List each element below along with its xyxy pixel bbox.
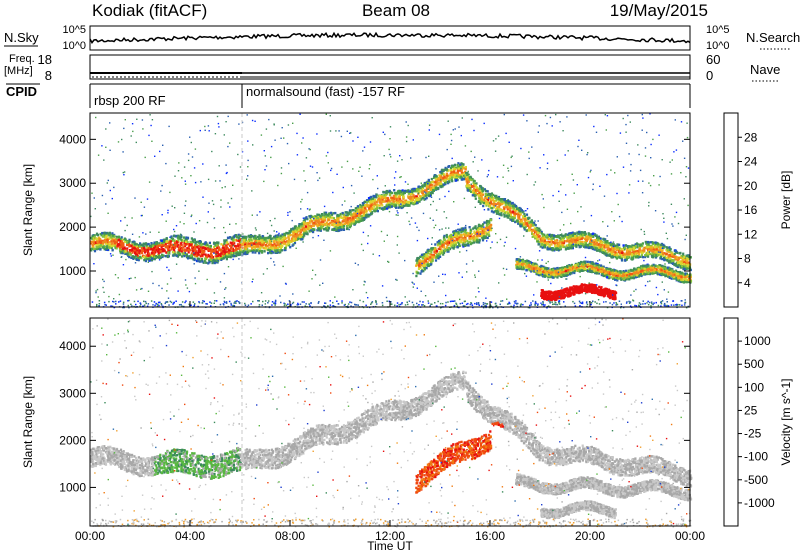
power-ytick-label: 4000 xyxy=(59,132,86,146)
noise-tick-high-right: 10^5 xyxy=(706,24,730,36)
power-ytick-label: 3000 xyxy=(59,176,86,190)
power-colorbar-frame xyxy=(723,112,739,308)
velocity-colorbar-tick: -100 xyxy=(744,450,768,464)
power-heatmap xyxy=(90,113,693,309)
power-colorbar-label: Power [dB] xyxy=(779,171,793,230)
xtick-label: 16:00 xyxy=(475,529,505,543)
xtick-label: 12:00 xyxy=(375,529,405,543)
noise-tick-low-right: 10^0 xyxy=(706,40,730,52)
noise-tick-low-left: 10^0 xyxy=(62,40,86,52)
velocity-colorbar-tick: -1000 xyxy=(744,496,775,510)
velocity-ylabel: Slant Range [km] xyxy=(21,376,35,468)
xtick-label: 20:00 xyxy=(575,529,605,543)
power-colorbar-tick: 4 xyxy=(744,276,751,290)
nsearch-label: N.Search xyxy=(746,30,800,45)
cpid-mode-1: rbsp 200 RF xyxy=(94,93,166,108)
noise-tick-high-left: 10^5 xyxy=(62,24,86,36)
power-colorbar-tick: 28 xyxy=(744,130,758,144)
xtick-label: 00:00 xyxy=(675,529,705,543)
velocity-ytick-label: 2000 xyxy=(59,433,86,447)
velocity-ytick-label: 3000 xyxy=(59,386,86,400)
noise-trace xyxy=(89,31,691,44)
time-x-axis: 00:00 04:00 08:00 12:00 16:00 20:00 00:00 xyxy=(75,301,705,543)
noise-panel-frame xyxy=(89,25,691,51)
nave-label: Nave xyxy=(750,62,780,77)
power-colorbar-tick: 24 xyxy=(744,155,758,169)
xtick-label: 04:00 xyxy=(175,529,205,543)
velocity-panel: 1000 2000 3000 4000 Slant Range [km] 1000 50… xyxy=(21,317,793,528)
power-ylabel: Slant Range [km] xyxy=(21,164,35,256)
cpid-panel: CPID rbsp 200 RF normalsound (fast) -157… xyxy=(6,83,691,108)
freq-unit-label: [MHz] xyxy=(4,65,33,77)
velocity-colorbar-tick: 100 xyxy=(744,380,764,394)
nave-tick-high: 60 xyxy=(706,52,720,67)
velocity-colorbar-tick: -500 xyxy=(744,473,768,487)
velocity-colorbar-tick: 500 xyxy=(744,357,764,371)
freq-label: Freq. xyxy=(9,53,35,65)
xtick-label: 08:00 xyxy=(275,529,305,543)
velocity-heatmap xyxy=(90,318,693,528)
xtick-label: 00:00 xyxy=(75,529,105,543)
date-title: 19/May/2015 xyxy=(610,1,708,20)
power-panel: 1000 2000 3000 4000 Slant Range [km] 4 8 12 16… xyxy=(21,112,793,309)
velocity-colorbar: 1000 500 100 25 -25 -100 -500 -1000 xyxy=(723,317,775,527)
freq-panel: Freq. [MHz] 18 8 60 0 Nave xyxy=(4,52,780,83)
velocity-frame xyxy=(89,317,691,527)
power-colorbar-tick: 20 xyxy=(744,179,758,193)
power-colorbar-tick: 8 xyxy=(744,252,751,266)
freq-panel-frame xyxy=(89,54,691,80)
power-frame xyxy=(89,112,691,308)
xlabel: Time UT xyxy=(367,539,413,553)
velocity-colorbar-tick: 1000 xyxy=(744,334,771,348)
velocity-colorbar-label: Velocity [m s^-1] xyxy=(779,379,793,466)
velocity-colorbar-frame xyxy=(723,317,739,527)
nave-tick-low: 0 xyxy=(706,68,713,83)
cpid-mode-2: normalsound (fast) -157 RF xyxy=(246,84,405,99)
beam-title: Beam 08 xyxy=(362,1,430,20)
velocity-ytick-label: 4000 xyxy=(59,339,86,353)
nsky-label: N.Sky xyxy=(4,30,39,45)
power-colorbar: 4 8 12 16 20 24 28 xyxy=(723,112,758,308)
velocity-colorbar-tick: -25 xyxy=(744,427,762,441)
velocity-colorbar-tick: 25 xyxy=(744,403,758,417)
radar-title: Kodiak (fitACF) xyxy=(92,1,207,20)
velocity-ytick-label: 1000 xyxy=(59,480,86,494)
velocity-y-axis: 1000 2000 3000 4000 xyxy=(59,339,690,494)
power-colorbar-tick: 16 xyxy=(744,203,758,217)
power-ytick-label: 1000 xyxy=(59,264,86,278)
cpid-label: CPID xyxy=(6,84,37,99)
freq-tick-high: 18 xyxy=(38,52,52,67)
freq-tick-low: 8 xyxy=(45,68,52,83)
noise-panel: N.Sky 10^5 10^0 10^5 10^0 N.Search xyxy=(4,24,800,52)
power-colorbar-tick: 12 xyxy=(744,227,758,241)
power-y-axis: 1000 2000 3000 4000 xyxy=(59,132,690,278)
power-ytick-label: 2000 xyxy=(59,220,86,234)
